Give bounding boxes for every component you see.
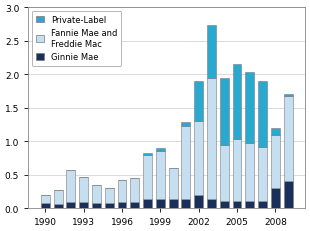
Bar xyxy=(54,204,63,208)
Bar xyxy=(271,128,280,135)
Bar xyxy=(220,201,229,208)
Bar xyxy=(79,177,88,202)
Bar xyxy=(194,122,203,195)
Bar xyxy=(245,144,254,201)
Bar xyxy=(245,201,254,208)
Bar xyxy=(232,201,241,208)
Bar xyxy=(130,202,139,208)
Bar xyxy=(66,202,75,208)
Bar xyxy=(169,200,178,208)
Bar xyxy=(156,148,165,152)
Bar xyxy=(92,204,101,208)
Bar xyxy=(54,190,63,204)
Bar xyxy=(284,94,293,96)
Bar xyxy=(169,168,178,200)
Bar xyxy=(130,178,139,202)
Bar xyxy=(181,122,190,126)
Bar xyxy=(284,96,293,182)
Bar xyxy=(156,152,165,200)
Bar xyxy=(232,140,241,201)
Bar xyxy=(245,73,254,144)
Bar xyxy=(105,204,114,208)
Bar xyxy=(143,155,152,200)
Bar xyxy=(181,126,190,200)
Bar xyxy=(194,195,203,208)
Bar xyxy=(284,182,293,208)
Bar xyxy=(79,202,88,208)
Bar xyxy=(66,170,75,202)
Bar xyxy=(143,154,152,155)
Bar xyxy=(41,195,50,204)
Bar xyxy=(271,188,280,208)
Bar xyxy=(258,201,267,208)
Bar xyxy=(258,147,267,201)
Bar xyxy=(143,200,152,208)
Bar xyxy=(117,202,126,208)
Bar xyxy=(41,204,50,208)
Bar xyxy=(181,200,190,208)
Bar xyxy=(156,200,165,208)
Bar xyxy=(207,78,216,200)
Bar xyxy=(92,185,101,204)
Legend: Private-Label, Fannie Mae and
Freddie Mac, Ginnie Mae: Private-Label, Fannie Mae and Freddie Ma… xyxy=(32,12,121,66)
Bar xyxy=(220,78,229,145)
Bar xyxy=(258,82,267,147)
Bar xyxy=(194,82,203,122)
Bar xyxy=(220,145,229,201)
Bar xyxy=(232,65,241,140)
Bar xyxy=(117,180,126,202)
Bar xyxy=(271,135,280,188)
Bar xyxy=(207,200,216,208)
Bar xyxy=(105,188,114,204)
Bar xyxy=(207,26,216,78)
